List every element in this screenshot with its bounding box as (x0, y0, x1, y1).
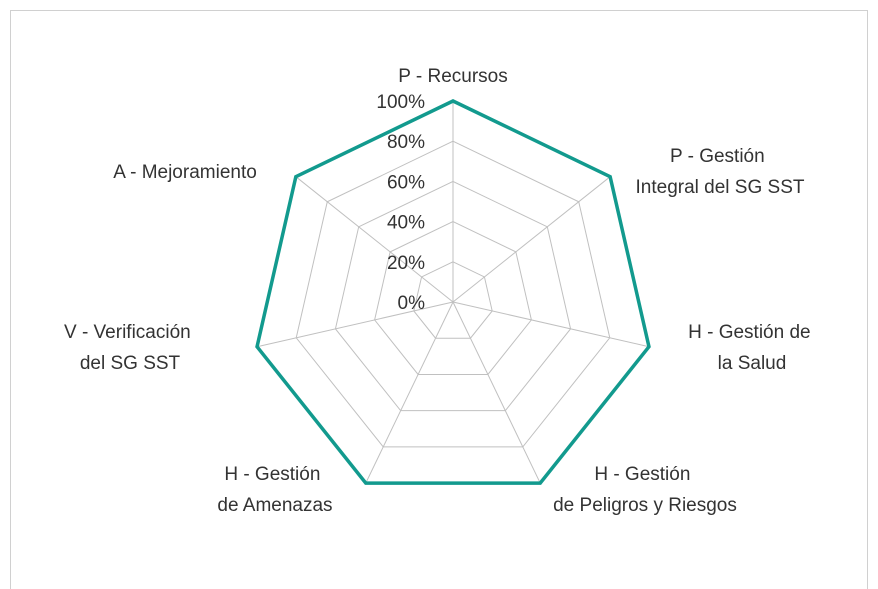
category-label: H - Gestión de la Salud (688, 322, 816, 374)
tick-label: 100% (376, 92, 425, 113)
spoke (452, 301, 541, 484)
tick-label: 40% (387, 213, 425, 234)
category-label: H - Gestión de Amenazas (217, 464, 332, 516)
grid-line (295, 140, 611, 448)
category-label: H - Gestión de Peligros y Riesgos (553, 464, 737, 516)
spoke (452, 301, 650, 348)
category-label: V - Verificación del SG SST (64, 322, 196, 374)
grid-line (413, 261, 493, 339)
category-label: P - Recursos (398, 66, 507, 87)
tick-label: 60% (387, 172, 425, 193)
spoke (452, 176, 611, 303)
spoke (256, 301, 454, 348)
series-line (255, 99, 651, 485)
tick-label: 80% (387, 132, 425, 153)
chart-frame (10, 10, 868, 589)
spoke (365, 301, 454, 484)
grid-line (374, 221, 532, 375)
grid-line (334, 180, 572, 412)
tick-label: 20% (387, 253, 425, 274)
tick-label: 0% (398, 293, 426, 314)
category-label: A - Mejoramiento (113, 162, 257, 183)
spoke (295, 176, 454, 303)
category-label: P - Gestión Integral del SG SST (636, 146, 805, 198)
